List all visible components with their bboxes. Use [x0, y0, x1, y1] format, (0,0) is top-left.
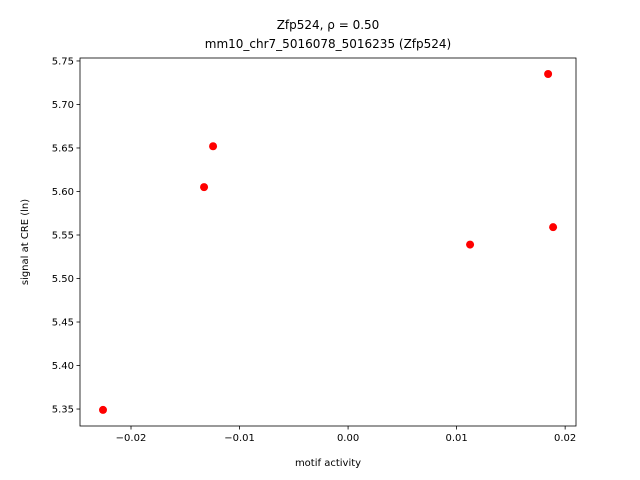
y-tick-label: 5.45 [52, 318, 74, 329]
x-tick-label: −0.01 [224, 433, 255, 444]
x-tick-label: −0.02 [116, 433, 147, 444]
x-tick-label: 0.02 [554, 433, 576, 444]
point [549, 223, 558, 232]
x-tick-label: 0.01 [445, 433, 467, 444]
point [466, 240, 475, 249]
y-tick-label: 5.70 [52, 100, 74, 111]
chart-title: Zfp524, ρ = 0.50 [277, 18, 380, 32]
x-tick-label: 0.00 [337, 433, 359, 444]
point [544, 70, 553, 79]
chart-subtitle: mm10_chr7_5016078_5016235 (Zfp524) [205, 37, 451, 51]
y-tick-label: 5.75 [52, 56, 74, 67]
x-axis-label: motif activity [295, 458, 361, 469]
y-tick-label: 5.60 [52, 187, 74, 198]
point [209, 142, 218, 151]
plot-frame [79, 57, 577, 427]
y-tick-label: 5.40 [52, 361, 74, 372]
point [99, 405, 108, 414]
point [200, 183, 209, 192]
y-tick-label: 5.55 [52, 230, 74, 241]
y-tick-label: 5.50 [52, 274, 74, 285]
y-axis-label: signal at CRE (ln) [20, 199, 31, 285]
y-tick-label: 5.35 [52, 405, 74, 416]
y-tick-label: 5.65 [52, 143, 74, 154]
